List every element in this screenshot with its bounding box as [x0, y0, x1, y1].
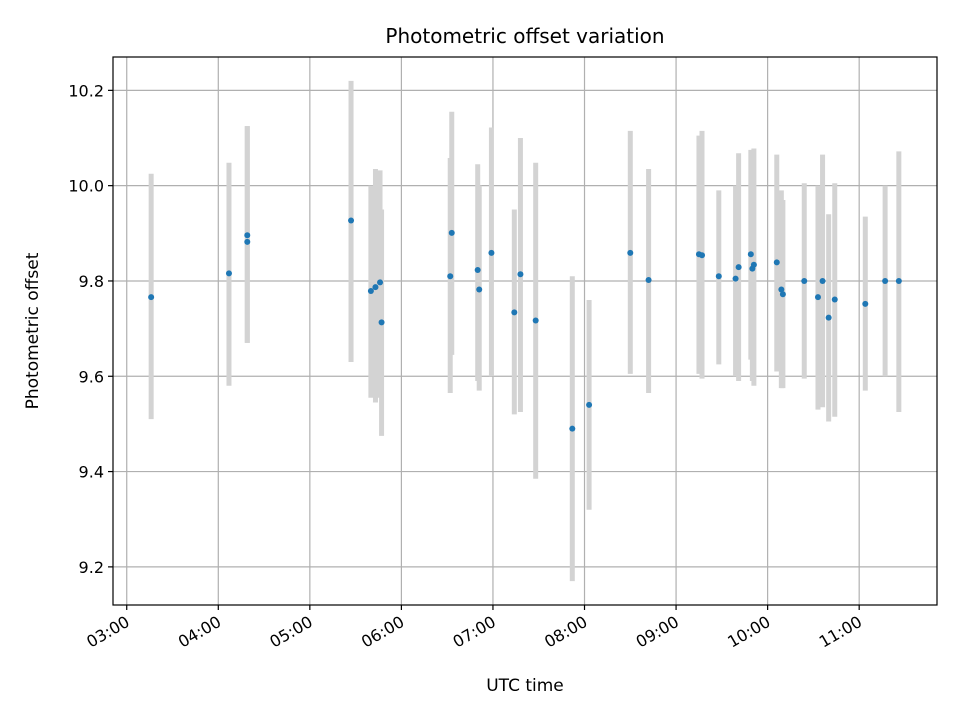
data-point [225, 270, 232, 277]
data-point [488, 249, 495, 256]
data-point [517, 271, 524, 278]
data-point [372, 284, 379, 291]
data-points [148, 217, 902, 432]
data-point [831, 296, 838, 303]
data-point [773, 259, 780, 266]
chart-title: Photometric offset variation [385, 24, 664, 48]
data-point [378, 319, 385, 326]
data-point [750, 261, 757, 268]
data-point [148, 294, 155, 301]
data-point [476, 286, 483, 293]
data-point [511, 309, 518, 316]
data-point [532, 317, 539, 324]
data-point [377, 279, 384, 286]
y-tick-label: 10.2 [68, 81, 104, 100]
data-point [882, 277, 889, 284]
data-point [735, 264, 742, 271]
data-point [627, 249, 634, 256]
data-point [779, 291, 786, 298]
data-point [645, 277, 652, 284]
data-point [699, 252, 706, 259]
data-point [367, 287, 374, 294]
y-tick-label: 10.0 [68, 177, 104, 196]
y-axis: 9.2 9.4 9.6 9.8 10.0 10.2 [68, 81, 113, 577]
x-axis-label: UTC time [486, 676, 564, 696]
data-point [778, 286, 785, 293]
y-axis-label: Photometric offset [23, 252, 43, 409]
y-tick-label: 9.6 [79, 367, 104, 386]
data-point [747, 251, 754, 258]
data-point [819, 277, 826, 284]
data-point [814, 294, 821, 301]
data-point [825, 314, 832, 321]
data-point [244, 238, 251, 245]
y-tick-label: 9.8 [79, 272, 104, 291]
data-point [732, 275, 739, 282]
data-point [586, 401, 593, 408]
plot-frame [112, 56, 938, 606]
data-point [348, 217, 355, 224]
data-point [801, 277, 808, 284]
data-point [447, 273, 454, 280]
data-point [448, 229, 455, 236]
data-point [895, 277, 902, 284]
grid [113, 57, 937, 605]
data-point [474, 267, 481, 274]
y-tick-label: 9.2 [79, 558, 104, 577]
data-point [862, 300, 869, 307]
data-point [244, 232, 251, 239]
data-point [715, 273, 722, 280]
y-tick-label: 9.4 [79, 463, 104, 482]
data-point [569, 425, 576, 432]
